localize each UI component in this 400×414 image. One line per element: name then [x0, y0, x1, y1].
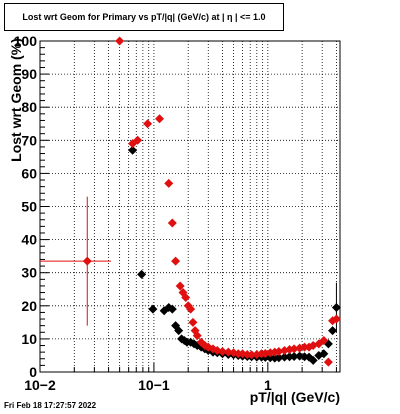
y-tick-label: 40	[21, 232, 37, 248]
x-axis-label: pT/|q| (GeV/c)	[249, 389, 340, 405]
y-tick-label: 60	[21, 165, 37, 181]
y-tick-label: 80	[21, 99, 37, 115]
data-point	[192, 331, 202, 341]
plot-frame	[39, 40, 341, 373]
data-point	[164, 178, 174, 188]
y-tick-label: 70	[21, 132, 37, 148]
data-point	[174, 326, 184, 336]
chart-title: Lost wrt Geom for Primary vs pT/|q| (GeV…	[4, 3, 284, 31]
y-tick-label: 20	[21, 298, 37, 314]
series-1	[128, 145, 341, 365]
data-point	[128, 145, 138, 155]
data-point	[289, 344, 299, 354]
axes	[39, 40, 341, 373]
data-point	[279, 352, 289, 362]
data-point	[175, 281, 185, 291]
data-point	[133, 135, 143, 145]
y-tick-label: 100	[14, 33, 38, 49]
data-point	[300, 342, 310, 352]
data-point	[188, 317, 198, 327]
series-2	[82, 36, 341, 367]
data-point	[289, 351, 299, 361]
data-point	[319, 349, 329, 359]
data-point	[319, 336, 329, 346]
data-point	[274, 353, 284, 363]
data-point	[308, 355, 318, 365]
y-tick-label: 90	[21, 66, 37, 82]
data-point	[223, 347, 233, 357]
data-point	[331, 314, 341, 324]
data-point	[115, 36, 125, 46]
data-point	[328, 326, 338, 336]
error-bar	[40, 196, 111, 326]
data-point	[186, 304, 196, 314]
data-markers	[82, 36, 341, 367]
data-point	[274, 346, 284, 356]
y-tick-label: 10	[21, 331, 37, 347]
data-point	[155, 114, 165, 124]
y-tick-label: 0	[29, 364, 37, 380]
grid-lines	[40, 41, 340, 372]
data-point	[167, 218, 177, 228]
tick-labels: 0 10 20 30 40 50 60 70 80 90 100 10−2 10−1 1	[14, 33, 272, 393]
x-tick-label: 10−2	[24, 377, 56, 393]
data-point	[148, 304, 158, 314]
data-point	[323, 357, 333, 367]
data-point	[143, 119, 153, 129]
x-tick-label: 10−1	[138, 377, 170, 393]
data-point	[167, 304, 177, 314]
y-tick-label: 30	[21, 265, 37, 281]
data-point	[171, 256, 181, 266]
data-point	[181, 293, 191, 303]
y-axis-label: Lost wrt Geom (%)	[8, 38, 24, 162]
x-tick-label: 1	[264, 377, 272, 393]
timestamp-footer: Fri Feb 18 17:27:57 2022	[4, 401, 97, 410]
data-point	[247, 350, 257, 360]
data-point	[331, 302, 341, 312]
data-point	[82, 256, 92, 266]
data-point	[218, 346, 228, 356]
data-point	[137, 269, 147, 279]
y-tick-label: 50	[21, 199, 37, 215]
